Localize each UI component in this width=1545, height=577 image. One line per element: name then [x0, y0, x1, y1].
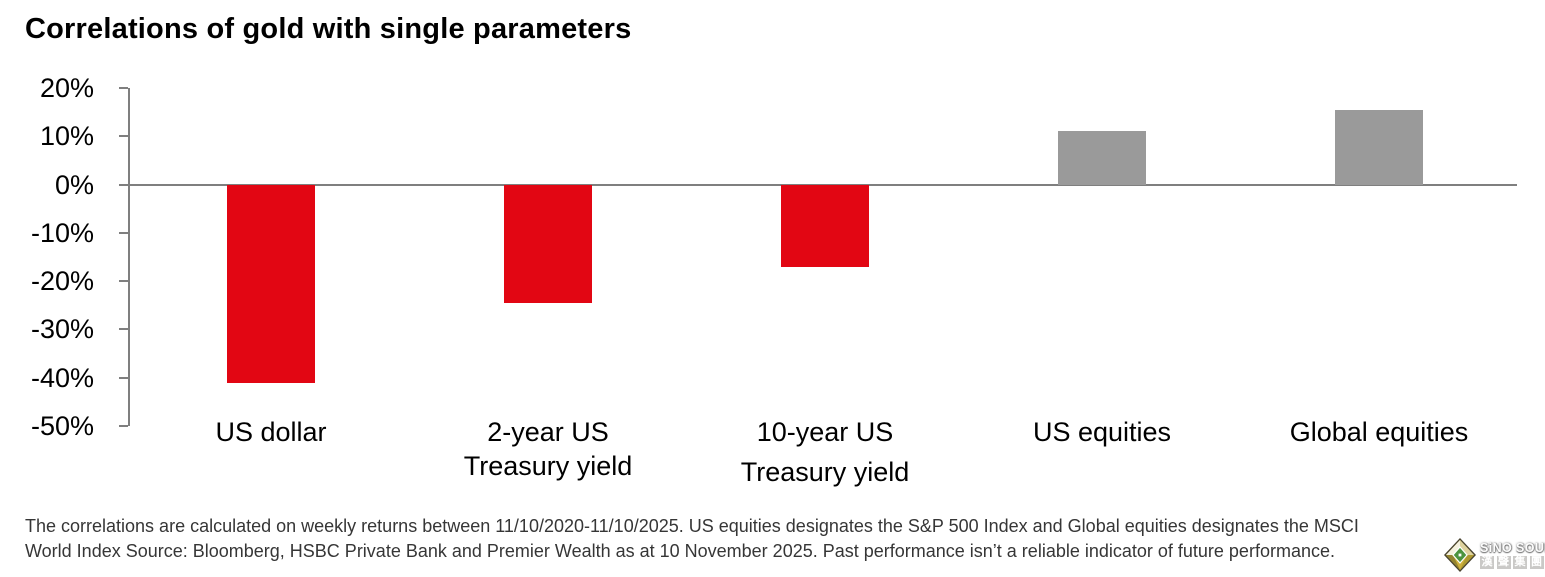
x-category-label-10-year-us-treasury-yield: 10-year US Treasury yield: [665, 415, 985, 489]
y-axis-tick: [119, 135, 128, 138]
y-axis-tick-label: -20%: [30, 266, 94, 297]
x-category-label-us-dollar: US dollar: [111, 415, 431, 449]
y-axis-tick: [119, 231, 128, 234]
bar-2-year-us-treasury-yield: [504, 184, 592, 303]
y-axis-tick-label: 20%: [39, 73, 94, 103]
x-category-label-us-equities: US equities: [942, 415, 1262, 449]
x-category-label-line: US dollar: [215, 417, 327, 447]
x-category-label-line: 10-year US: [756, 417, 894, 447]
watermark-chinese-char: 集: [1513, 556, 1527, 569]
bar-us-dollar: [227, 184, 315, 383]
footnote: The correlations are calculated on weekl…: [25, 514, 1359, 564]
chart-title: Correlations of gold with single paramet…: [25, 13, 632, 45]
y-axis-tick-label: -40%: [30, 362, 94, 393]
y-axis-tick-label: 10%: [39, 121, 94, 152]
watermark-chinese-char: 聲: [1496, 556, 1511, 569]
footnote-line-2: World Index Source: Bloomberg, HSBC Priv…: [25, 541, 1335, 561]
y-axis-tick-label: -30%: [30, 314, 94, 345]
x-category-label-line: Global equities: [1289, 417, 1469, 447]
y-axis-tick-label: -10%: [30, 217, 94, 248]
y-axis-tick: [119, 425, 128, 427]
watermark-chinese-char: 漢: [1480, 556, 1494, 569]
x-category-label-line: US equities: [1032, 417, 1172, 447]
y-axis-tick: [119, 280, 128, 283]
watermark-brand-text: SiNO SOUND: [1480, 541, 1545, 555]
diamond-gem-icon: [1444, 538, 1476, 572]
y-axis-tick-label: -50%: [30, 411, 94, 441]
bar-global-equities: [1335, 109, 1423, 185]
y-axis-tick: [119, 376, 128, 379]
x-category-label-2-year-us-treasury-yield: 2-year US Treasury yield: [388, 415, 708, 483]
y-axis-tick: [119, 87, 128, 89]
x-category-label-line: 2-year US: [487, 417, 609, 447]
y-axis-line: [128, 88, 130, 426]
watermark-chinese-text: 漢聲集團: [1480, 556, 1545, 569]
y-axis-tick: [119, 183, 128, 186]
x-category-label-line: Treasury yield: [463, 451, 633, 481]
bar-us-equities: [1058, 131, 1146, 185]
x-category-label-line: Treasury yield: [740, 457, 910, 487]
footnote-line-1: The correlations are calculated on weekl…: [25, 516, 1359, 536]
watermark-chinese-char: 團: [1529, 556, 1544, 569]
y-axis-tick-label: 0%: [54, 169, 94, 200]
bar-10-year-us-treasury-yield: [781, 184, 869, 267]
x-category-label-global-equities: Global equities: [1219, 415, 1539, 449]
y-axis-tick: [119, 328, 128, 331]
